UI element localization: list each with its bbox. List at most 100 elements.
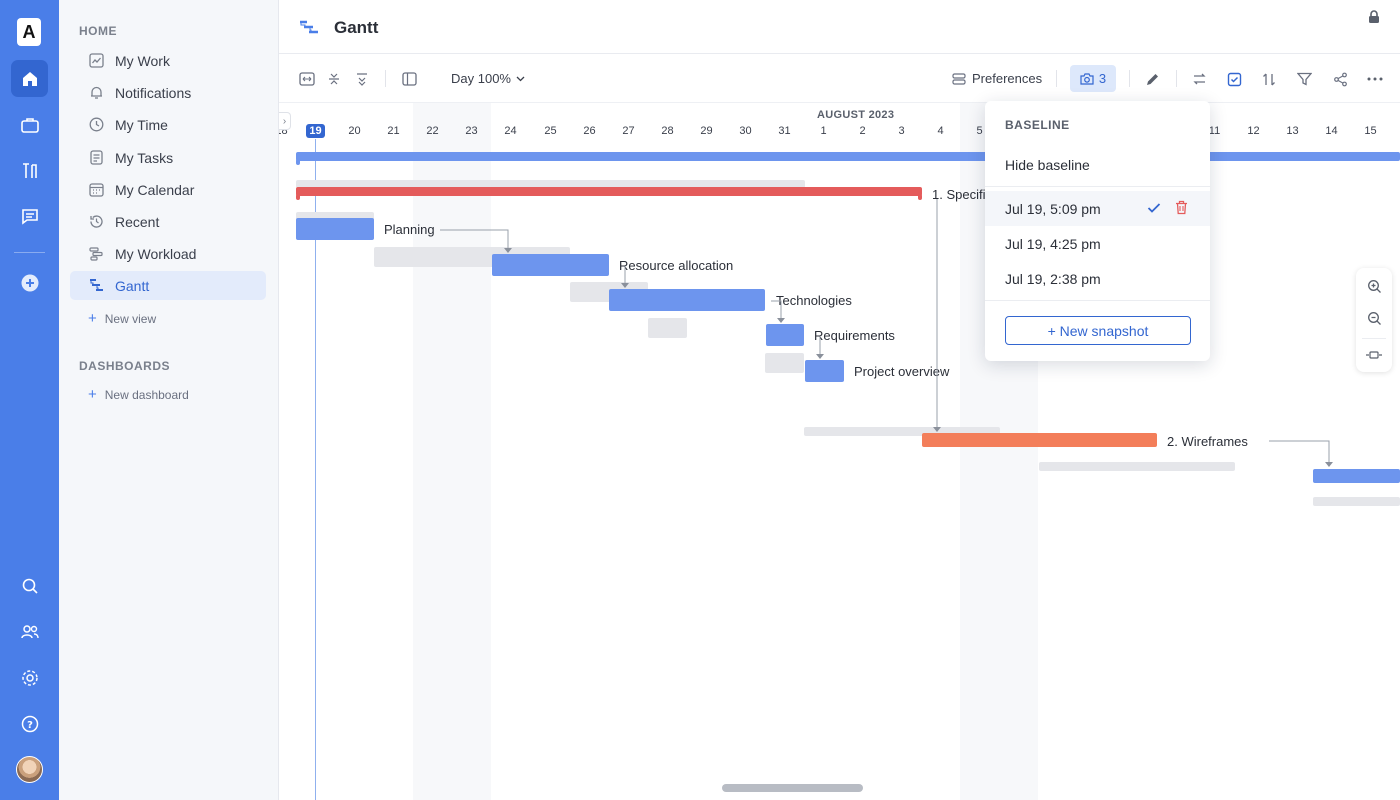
sidebar-item-my-tasks[interactable]: My Tasks	[70, 143, 266, 172]
group-bar-specification[interactable]	[296, 187, 922, 196]
page-header: Gantt	[279, 0, 1400, 54]
check-icon	[1147, 201, 1161, 217]
svg-text:?: ?	[27, 720, 33, 731]
sidebar-item-label: My Work	[115, 52, 170, 69]
home-icon[interactable]	[11, 60, 48, 97]
task-label-technologies: Technologies	[776, 293, 852, 308]
task-bar-wireframes[interactable]	[922, 433, 1157, 447]
filter-icon[interactable]	[1295, 70, 1313, 88]
dropdown-divider	[985, 186, 1210, 187]
new-snapshot-button[interactable]: + New snapshot	[1005, 316, 1191, 345]
rail-divider	[14, 252, 45, 253]
sidebar-item-my-work[interactable]: My Work	[70, 46, 266, 75]
zoom-level-dropdown[interactable]: Day 100%	[451, 71, 525, 86]
briefcase-icon[interactable]	[11, 106, 48, 143]
bell-icon	[88, 85, 104, 101]
sidebar-toggle-icon[interactable]	[400, 70, 418, 88]
day-label: 12	[1247, 125, 1260, 137]
day-label: 26	[583, 125, 596, 137]
baseline-bar	[1313, 497, 1400, 506]
sort-icon[interactable]	[1260, 70, 1278, 88]
sidebar-item-my-time[interactable]: My Time	[70, 110, 266, 139]
add-icon[interactable]	[11, 264, 48, 301]
group-bar-cap	[296, 194, 300, 200]
avatar[interactable]	[16, 756, 43, 783]
project-summary-bar[interactable]	[296, 152, 1400, 161]
people-icon[interactable]	[11, 613, 48, 650]
collapse-all-icon[interactable]	[325, 70, 343, 88]
gear-icon[interactable]	[11, 659, 48, 696]
snapshot-item[interactable]: Jul 19, 5:09 pm	[985, 191, 1210, 226]
task-bar-technologies[interactable]	[609, 289, 765, 311]
toolbar-divider	[385, 70, 386, 87]
group-bar-cap	[918, 194, 922, 200]
weekend-shade	[413, 103, 491, 800]
fit-width-icon[interactable]	[1365, 346, 1383, 364]
more-options-icon[interactable]	[1366, 70, 1384, 88]
zoom-out-icon[interactable]	[1365, 309, 1383, 327]
sidebar: HOME My Work Notifications My Time My Ta…	[59, 0, 279, 800]
month-label: AUGUST 2023	[817, 109, 895, 121]
sidebar-item-label: My Workload	[115, 245, 197, 262]
day-label: 18	[279, 125, 288, 137]
sidebar-item-notifications[interactable]: Notifications	[70, 78, 266, 107]
zoom-in-icon[interactable]	[1365, 277, 1383, 295]
search-icon[interactable]	[11, 567, 48, 604]
task-bar-next[interactable]	[1313, 469, 1400, 483]
dependencies-icon[interactable]	[1190, 70, 1208, 88]
task-bar-resource-allocation[interactable]	[492, 254, 609, 276]
sidebar-item-recent[interactable]: Recent	[70, 207, 266, 236]
day-label: 15	[1364, 125, 1377, 137]
baseline-bar	[648, 318, 687, 338]
app-logo[interactable]: A	[17, 18, 41, 46]
task-bar-planning[interactable]	[296, 218, 374, 240]
preferences-button[interactable]: Preferences	[952, 71, 1042, 86]
expand-all-icon[interactable]	[353, 70, 371, 88]
chevron-right-icon[interactable]: ›	[279, 112, 291, 130]
day-label: 2	[859, 125, 866, 137]
day-label: 30	[739, 125, 752, 137]
lock-icon[interactable]	[1368, 10, 1380, 29]
new-view-link[interactable]: + New view	[88, 310, 156, 327]
sidebar-item-label: Recent	[115, 213, 160, 230]
horizontal-scrollbar[interactable]	[722, 784, 863, 792]
hide-baseline-item[interactable]: Hide baseline	[985, 147, 1210, 182]
plus-icon: +	[88, 310, 97, 327]
fit-screen-icon[interactable]	[298, 70, 316, 88]
dependency-arrows	[440, 199, 1333, 467]
snapshot-label: Jul 19, 4:25 pm	[1005, 235, 1101, 252]
pencil-icon[interactable]	[1143, 70, 1161, 88]
new-dashboard-link[interactable]: + New dashboard	[88, 386, 189, 403]
sidebar-item-gantt[interactable]: Gantt	[70, 271, 266, 300]
task-bar-project-overview[interactable]	[805, 360, 844, 382]
sidebar-item-label: My Time	[115, 116, 168, 133]
task-bar-requirements[interactable]	[766, 324, 804, 346]
task-label-specification: 1. Specifi	[932, 187, 986, 202]
snapshot-label: Jul 19, 5:09 pm	[1005, 200, 1101, 217]
zoom-level-label: Day 100%	[451, 71, 511, 86]
snapshot-button[interactable]: 3	[1070, 65, 1116, 92]
sidebar-item-my-calendar[interactable]: My Calendar	[70, 175, 266, 204]
baseline-header: BASELINE	[1005, 118, 1070, 132]
checkbox-icon[interactable]	[1225, 70, 1243, 88]
sidebar-item-label: My Tasks	[115, 149, 174, 166]
new-view-label: New view	[104, 311, 157, 326]
baseline-bar	[296, 212, 374, 220]
trash-icon[interactable]	[1175, 200, 1188, 218]
share-icon[interactable]	[1331, 70, 1349, 88]
task-label-resource-allocation: Resource allocation	[619, 258, 734, 273]
sidebar-item-my-workload[interactable]: My Workload	[70, 239, 266, 268]
day-label: 5	[976, 125, 983, 137]
help-icon[interactable]: ?	[11, 705, 48, 742]
tools-icon[interactable]	[11, 152, 48, 189]
new-dashboard-label: New dashboard	[104, 387, 189, 402]
day-label: 24	[504, 125, 517, 137]
day-label: 13	[1286, 125, 1299, 137]
snapshot-item[interactable]: Jul 19, 2:38 pm	[985, 261, 1210, 296]
page-title: Gantt	[334, 18, 379, 37]
toolbar-divider	[1176, 70, 1177, 87]
tasks-icon	[88, 150, 104, 166]
chat-icon[interactable]	[11, 197, 48, 234]
snapshot-item[interactable]: Jul 19, 4:25 pm	[985, 226, 1210, 261]
baseline-bar	[296, 180, 805, 188]
